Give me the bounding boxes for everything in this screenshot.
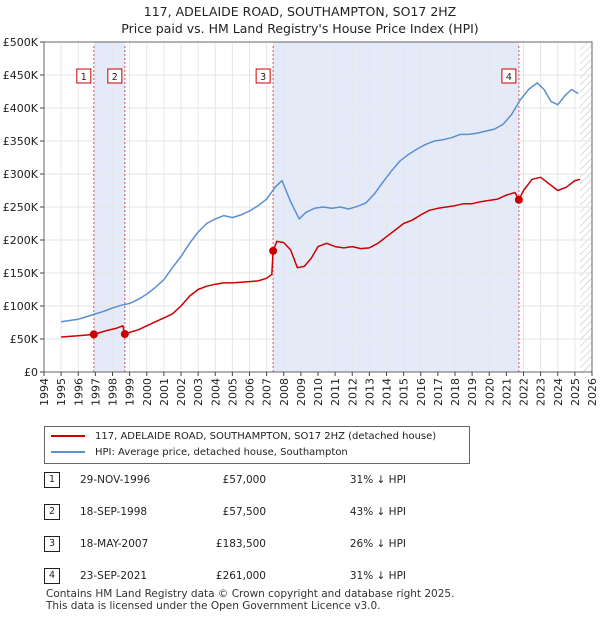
x-tick-label: 2024 (552, 378, 565, 406)
sale-price: £261,000 (215, 570, 266, 582)
sale-hpi-diff: 26% ↓ HPI (349, 538, 406, 550)
x-tick-label: 2017 (432, 378, 445, 406)
x-tick-label: 2026 (586, 378, 599, 406)
sale-number-badge: 1 (44, 472, 60, 488)
sale-label-text: 1 (81, 72, 87, 83)
y-tick-label: £350K (3, 135, 39, 148)
x-tick-label: 1999 (124, 378, 137, 406)
x-tick-label: 2014 (381, 378, 394, 406)
x-tick-label: 1994 (38, 378, 51, 406)
x-tick-label: 2002 (175, 378, 188, 406)
x-tick-label: 1998 (107, 378, 120, 406)
x-tick-label: 2022 (518, 378, 531, 406)
sale-date: 23-SEP-2021 (80, 570, 148, 582)
sale-row: 2 18-SEP-1998 £57,500 43% ↓ HPI (0, 502, 600, 522)
footer-licence: This data is licensed under the Open Gov… (46, 600, 381, 612)
x-tick-label: 2008 (278, 378, 291, 406)
chart-subtitle: Price paid vs. HM Land Registry's House … (121, 21, 479, 36)
x-tick-label: 2010 (312, 378, 325, 406)
y-tick-label: £50K (10, 333, 39, 346)
y-tick-label: £500K (3, 36, 39, 49)
x-tick-label: 2019 (466, 378, 479, 406)
sale-point (120, 330, 129, 339)
sale-label-text: 2 (112, 72, 118, 83)
legend-swatch-property (51, 435, 85, 437)
legend-item-hpi: HPI: Average price, detached house, Sout… (51, 445, 348, 461)
x-tick-label: 2015 (398, 378, 411, 406)
x-tick-label: 2000 (141, 378, 154, 406)
legend: 117, ADELAIDE ROAD, SOUTHAMPTON, SO17 2H… (44, 426, 470, 464)
series-line (60, 82, 579, 323)
sale-price: £57,000 (222, 474, 266, 486)
legend-swatch-hpi (51, 451, 85, 453)
x-tick-label: 2007 (261, 378, 274, 406)
sale-number-badge: 4 (44, 568, 60, 584)
x-tick-label: 2021 (500, 378, 513, 406)
sale-point (514, 195, 523, 204)
sale-number-badge: 2 (44, 504, 60, 520)
x-tick-label: 2023 (535, 378, 548, 406)
series-line (61, 176, 581, 338)
legend-label-hpi: HPI: Average price, detached house, Sout… (95, 447, 348, 458)
sale-row: 3 18-MAY-2007 £183,500 26% ↓ HPI (0, 534, 600, 554)
legend-item-property: 117, ADELAIDE ROAD, SOUTHAMPTON, SO17 2H… (51, 429, 436, 445)
x-tick-label: 2009 (295, 378, 308, 406)
x-tick-label: 2011 (329, 378, 342, 406)
price-chart: 1 2 3 4 £0 £50K £100K £150K £200K £250K £300K £350K… (3, 36, 599, 406)
y-tick-label: £250K (3, 201, 39, 214)
sale-row: 4 23-SEP-2021 £261,000 31% ↓ HPI (0, 566, 600, 586)
sale-hpi-diff: 31% ↓ HPI (349, 570, 406, 582)
legend-label-property: 117, ADELAIDE ROAD, SOUTHAMPTON, SO17 2H… (95, 431, 437, 442)
sale-point (89, 330, 98, 339)
sale-label-text: 3 (260, 72, 266, 83)
y-tick-label: £150K (3, 267, 39, 280)
y-tick-label: £450K (3, 69, 39, 82)
x-tick-label: 2001 (158, 378, 171, 406)
y-tick-label: £0 (24, 366, 38, 379)
y-tick-label: £100K (3, 300, 39, 313)
x-tick-label: 2003 (192, 378, 205, 406)
sale-hpi-diff: 31% ↓ HPI (349, 474, 406, 486)
x-tick-label: 2004 (209, 378, 222, 406)
sale-date: 18-SEP-1998 (80, 506, 148, 518)
sale-label-text: 4 (506, 72, 512, 83)
chart-title: 117, ADELAIDE ROAD, SOUTHAMPTON, SO17 2H… (143, 4, 457, 19)
footer-copyright: Contains HM Land Registry data © Crown c… (46, 588, 455, 600)
x-tick-label: 1996 (72, 378, 85, 406)
sale-label-box (107, 68, 123, 84)
x-tick-label: 1995 (55, 378, 68, 406)
x-tick-label: 1997 (89, 378, 102, 406)
x-tick-label: 2018 (449, 378, 462, 406)
y-tick-label: £200K (3, 234, 39, 247)
x-tick-label: 2025 (569, 378, 582, 406)
sale-label-box (501, 68, 517, 84)
sale-price: £57,500 (222, 506, 266, 518)
x-tick-label: 2016 (415, 378, 428, 406)
sale-price: £183,500 (215, 538, 266, 550)
x-tick-label: 2005 (226, 378, 239, 406)
sale-hpi-diff: 43% ↓ HPI (349, 506, 406, 518)
x-tick-label: 2020 (483, 378, 496, 406)
sale-label-box (255, 68, 271, 84)
sale-date: 18-MAY-2007 (80, 538, 149, 550)
x-tick-label: 2006 (244, 378, 257, 406)
sale-row: 1 29-NOV-1996 £57,000 31% ↓ HPI (0, 470, 600, 490)
x-tick-label: 2013 (363, 378, 376, 406)
y-tick-label: £400K (3, 102, 39, 115)
sale-point (269, 246, 278, 255)
sale-date: 29-NOV-1996 (80, 474, 151, 486)
footer: Contains HM Land Registry data © Crown c… (46, 588, 454, 612)
x-tick-label: 2012 (346, 378, 359, 406)
y-tick-label: £300K (3, 168, 39, 181)
sale-label-box (76, 68, 92, 84)
sale-number-badge: 3 (44, 536, 60, 552)
